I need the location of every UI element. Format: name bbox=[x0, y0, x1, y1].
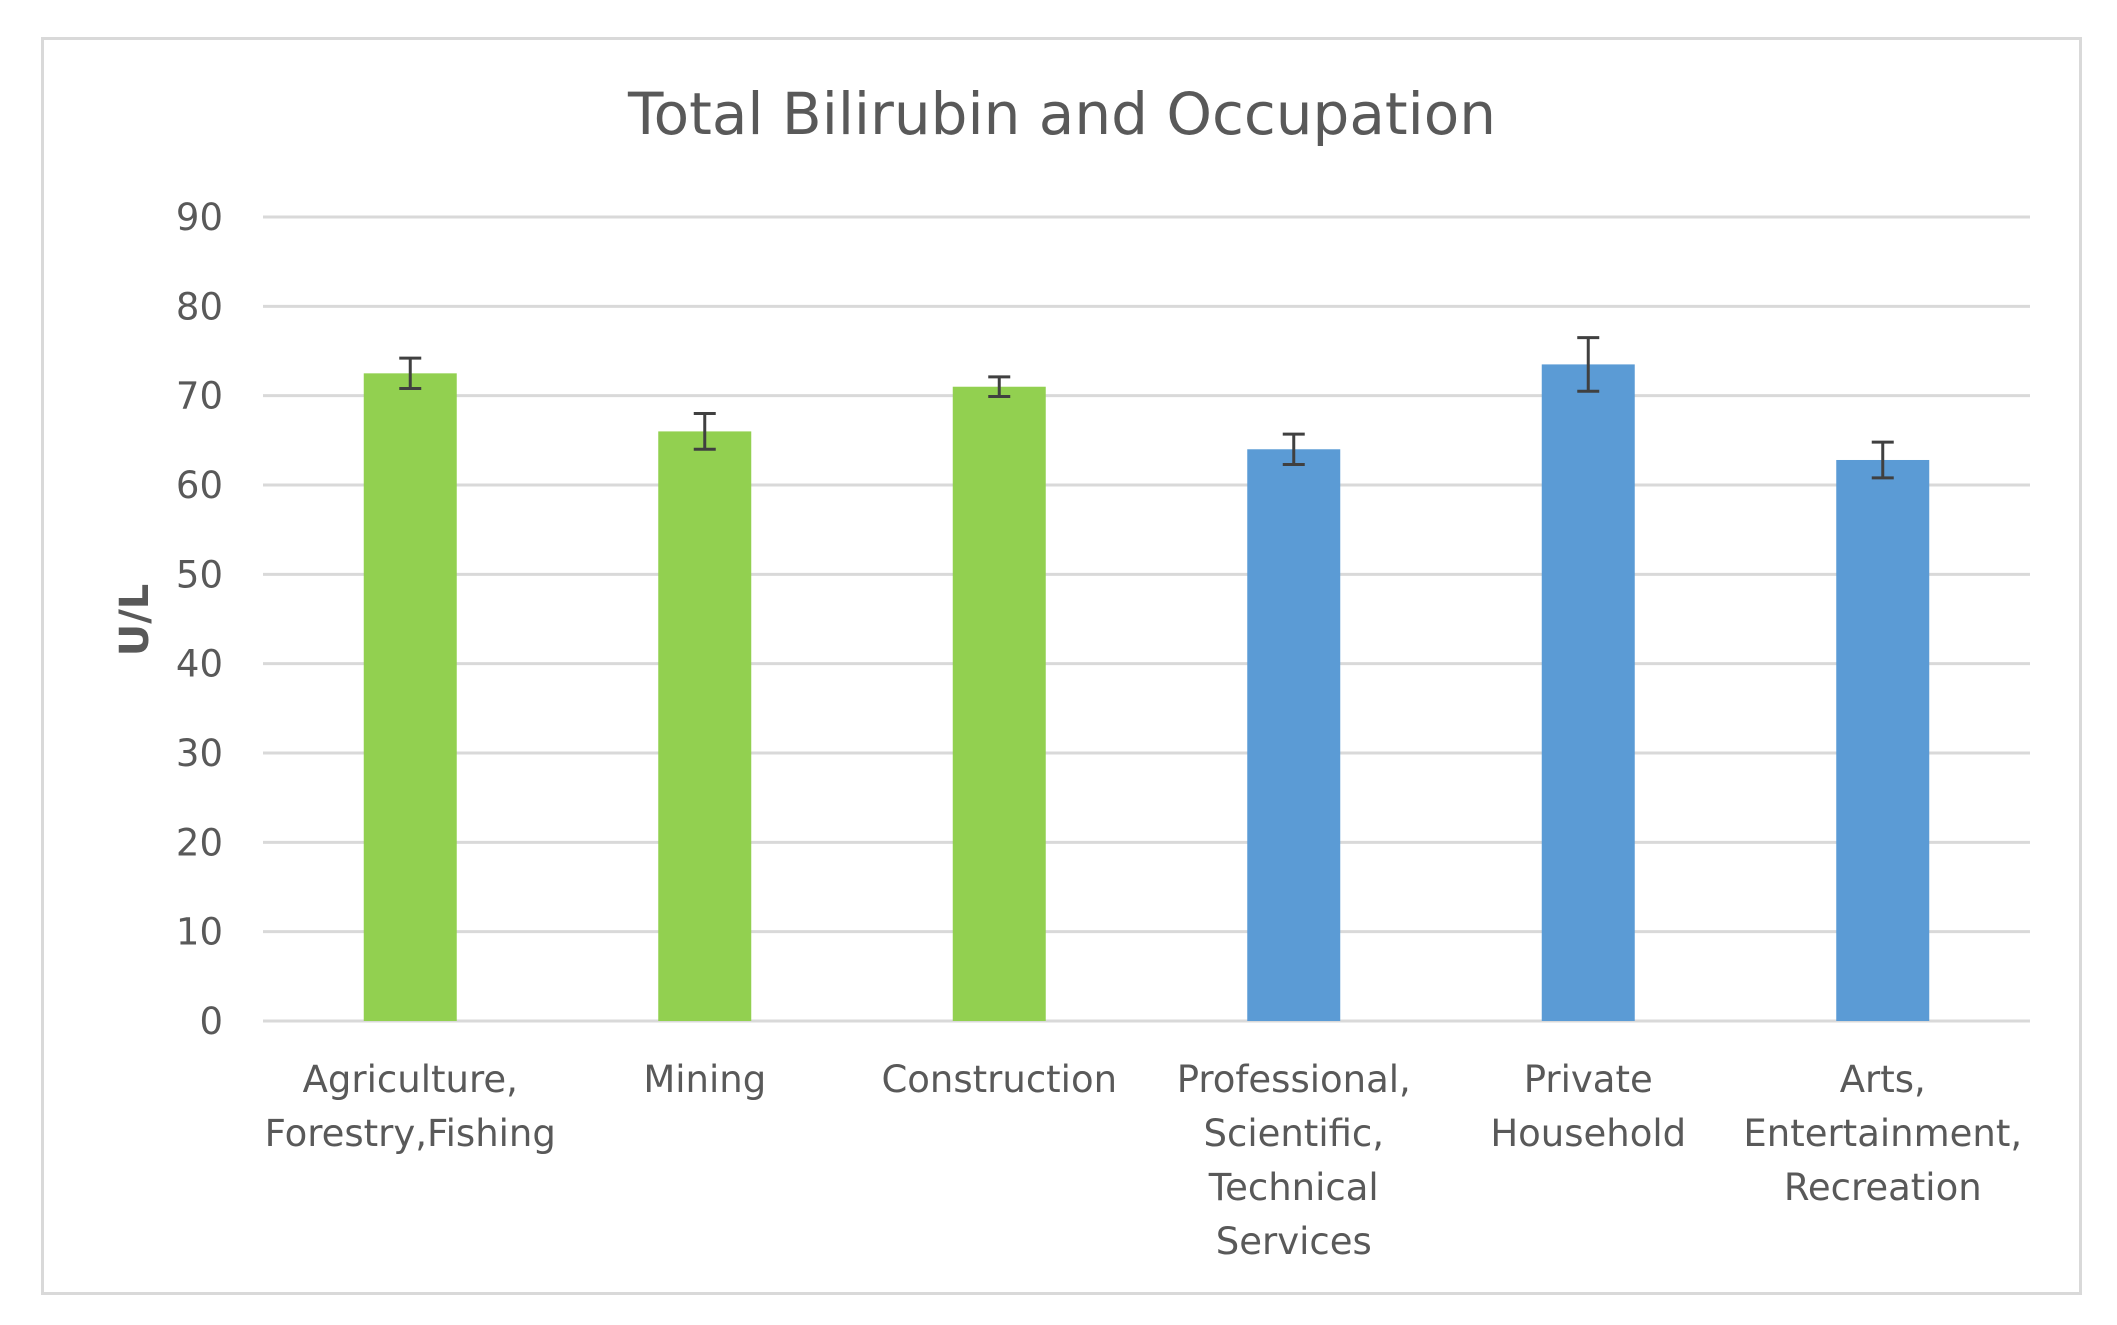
y-axis-label: U/L bbox=[112, 584, 158, 657]
x-category-label-2: Construction bbox=[881, 1058, 1117, 1101]
x-category-label-1: Mining bbox=[643, 1058, 766, 1101]
x-category-label-4: Private Household bbox=[1490, 1058, 1686, 1155]
y-tick-label-90: 90 bbox=[176, 196, 223, 239]
x-category-line: Professional, bbox=[1177, 1058, 1411, 1101]
x-category-line: Scientific, bbox=[1203, 1112, 1384, 1155]
x-category-line: Forestry,Fishing bbox=[265, 1112, 556, 1155]
bar-2 bbox=[952, 386, 1046, 1021]
x-category-line: Services bbox=[1216, 1220, 1372, 1263]
y-tick-label-80: 80 bbox=[176, 285, 223, 328]
chart-title: Total Bilirubin and Occupation bbox=[627, 80, 1496, 148]
bars bbox=[363, 364, 1930, 1021]
bar-4 bbox=[1541, 364, 1635, 1021]
error-bar-0 bbox=[399, 356, 422, 391]
x-category-label-3: Professional, Scientific, Technical Service… bbox=[1177, 1058, 1411, 1263]
error-bar-4 bbox=[1577, 336, 1600, 393]
x-category-label-0: Agriculture, Forestry,Fishing bbox=[265, 1058, 556, 1155]
error-bar-5 bbox=[1871, 440, 1894, 480]
y-tick-label-50: 50 bbox=[176, 553, 223, 596]
y-tick-label-0: 0 bbox=[199, 1000, 223, 1043]
y-tick-label-40: 40 bbox=[176, 643, 223, 686]
bar-3 bbox=[1247, 449, 1341, 1021]
x-category-line: Technical bbox=[1208, 1166, 1379, 1209]
x-category-line: Agriculture, bbox=[303, 1058, 518, 1101]
y-tick-label-30: 30 bbox=[176, 732, 223, 775]
x-axis-categories: Agriculture, Forestry,Fishing Mining Constr… bbox=[265, 1058, 2022, 1263]
y-tick-label-70: 70 bbox=[176, 375, 223, 418]
x-category-line: Recreation bbox=[1784, 1166, 1982, 1209]
x-category-line: Arts, bbox=[1840, 1058, 1926, 1101]
x-category-line: Private bbox=[1524, 1058, 1653, 1101]
error-bar-1 bbox=[693, 412, 716, 451]
y-tick-label-10: 10 bbox=[176, 911, 223, 954]
y-axis-ticks: 0 10 20 30 40 50 60 70 80 90 bbox=[176, 196, 223, 1043]
y-tick-label-60: 60 bbox=[176, 464, 223, 507]
bar-5 bbox=[1836, 459, 1930, 1021]
gridlines bbox=[263, 215, 2030, 1023]
x-category-line: Construction bbox=[881, 1058, 1117, 1101]
x-category-label-5: Arts, Entertainment, Recreation bbox=[1743, 1058, 2022, 1209]
error-bar-3 bbox=[1282, 432, 1305, 466]
error-bars bbox=[399, 336, 1894, 480]
bar-0 bbox=[363, 373, 457, 1021]
y-tick-label-20: 20 bbox=[176, 821, 223, 864]
bar-1 bbox=[658, 431, 752, 1021]
error-bar-2 bbox=[988, 375, 1011, 399]
x-category-line: Entertainment, bbox=[1743, 1112, 2022, 1155]
x-category-line: Mining bbox=[643, 1058, 766, 1101]
x-category-line: Household bbox=[1490, 1112, 1686, 1155]
